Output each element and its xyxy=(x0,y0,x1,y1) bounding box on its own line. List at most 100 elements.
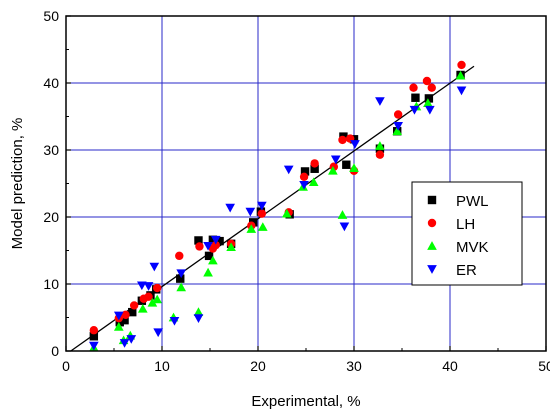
data-point-er xyxy=(350,140,360,149)
x-tick-label: 0 xyxy=(62,358,70,374)
data-points xyxy=(89,60,467,352)
data-point-mvk xyxy=(392,126,403,136)
x-tick-label: 30 xyxy=(346,358,362,374)
data-point-pwl xyxy=(300,167,310,176)
legend-label-lh: LH xyxy=(456,216,475,233)
data-point-mvk xyxy=(337,210,348,219)
data-point-lh xyxy=(310,159,319,168)
data-point-lh xyxy=(175,251,184,261)
y-axis-label: Model prediction, % xyxy=(9,118,26,250)
data-point-er xyxy=(257,201,267,211)
data-point-er xyxy=(143,282,154,291)
data-point-mvk xyxy=(308,177,319,187)
data-point-lh xyxy=(195,242,204,251)
data-point-pwl xyxy=(194,236,203,245)
data-point-mvk xyxy=(193,307,204,317)
data-point-pwl xyxy=(424,94,434,103)
data-point-pwl xyxy=(128,307,137,317)
data-point-lh xyxy=(299,172,309,181)
data-point-er xyxy=(176,269,187,279)
legend-marker-er xyxy=(427,265,437,274)
data-point-er xyxy=(409,105,420,115)
y-tick-label: 20 xyxy=(43,209,59,225)
data-point-mvk xyxy=(375,141,385,150)
data-point-mvk xyxy=(176,282,187,292)
data-point-pwl xyxy=(342,160,351,169)
legend-marker-mvk xyxy=(427,241,437,250)
data-point-pwl xyxy=(208,235,218,244)
data-point-er xyxy=(225,203,235,213)
data-point-pwl xyxy=(176,274,185,283)
data-point-er xyxy=(375,97,385,106)
data-point-pwl xyxy=(120,315,129,325)
legend-marker-lh xyxy=(427,218,437,228)
data-point-lh xyxy=(89,326,99,335)
data-point-er xyxy=(126,335,137,344)
data-point-lh xyxy=(457,60,466,70)
data-point-lh xyxy=(393,110,403,119)
data-point-er xyxy=(113,311,124,321)
data-point-lh xyxy=(211,240,220,250)
legend-label-mvk: MVK xyxy=(456,239,489,256)
data-point-lh xyxy=(144,292,153,301)
data-point-er xyxy=(245,207,256,217)
data-point-er xyxy=(283,165,294,175)
y-tick-label: 50 xyxy=(43,8,59,24)
data-point-er xyxy=(330,155,341,165)
y-tick-label: 30 xyxy=(43,142,59,158)
data-point-pwl xyxy=(310,164,319,173)
data-point-lh xyxy=(153,283,162,293)
data-point-er xyxy=(137,281,147,291)
legend: PWL LH MVK ER xyxy=(411,181,523,286)
data-point-lh xyxy=(427,83,436,92)
x-tick-label: 20 xyxy=(250,358,266,374)
legend-marker-pwl xyxy=(427,195,437,205)
data-point-er xyxy=(339,222,350,232)
data-point-mvk xyxy=(349,163,359,172)
x-tick-label: 10 xyxy=(154,358,170,374)
legend-label-pwl: PWL xyxy=(456,193,489,210)
legend-label-er: ER xyxy=(456,262,477,279)
y-tick-label: 0 xyxy=(51,343,59,359)
y-tick-label: 40 xyxy=(43,75,59,91)
x-tick-label: 50 xyxy=(538,358,550,374)
data-point-mvk xyxy=(246,224,257,233)
data-point-mvk xyxy=(208,255,218,265)
data-point-er xyxy=(149,262,160,272)
data-point-lh xyxy=(121,310,130,320)
y-tick-label: 10 xyxy=(43,276,59,292)
data-point-er xyxy=(210,235,221,245)
x-axis-label: Experimental, % xyxy=(251,393,360,410)
data-point-er xyxy=(299,180,309,190)
data-point-er xyxy=(89,341,99,351)
data-point-mvk xyxy=(203,267,213,277)
data-point-mvk xyxy=(113,322,124,331)
data-point-pwl xyxy=(411,93,420,102)
data-point-er xyxy=(203,241,213,251)
data-point-er xyxy=(193,314,204,323)
data-point-lh xyxy=(338,135,347,145)
data-point-mvk xyxy=(226,242,236,252)
data-point-er xyxy=(425,105,435,115)
data-point-lh xyxy=(257,209,267,218)
data-point-mvk xyxy=(281,208,292,218)
x-tick-label: 40 xyxy=(442,358,458,374)
data-point-mvk xyxy=(455,70,466,80)
data-point-lh xyxy=(422,76,432,86)
data-point-mvk xyxy=(328,165,338,175)
data-point-mvk xyxy=(423,98,433,107)
data-point-lh xyxy=(129,301,139,310)
data-point-pwl xyxy=(204,251,214,261)
data-point-pwl xyxy=(89,332,99,341)
data-point-er xyxy=(169,316,180,326)
data-point-lh xyxy=(409,83,418,92)
data-point-mvk xyxy=(137,303,148,313)
data-point-er xyxy=(153,328,163,338)
data-point-mvk xyxy=(152,294,163,304)
data-point-pwl xyxy=(215,236,224,246)
axis-ticks: 0 10 20 30 40 50 0 10 20 30 40 50 xyxy=(43,8,550,374)
data-point-er xyxy=(119,339,130,348)
data-point-lh xyxy=(375,150,385,159)
data-point-mvk xyxy=(257,222,268,231)
